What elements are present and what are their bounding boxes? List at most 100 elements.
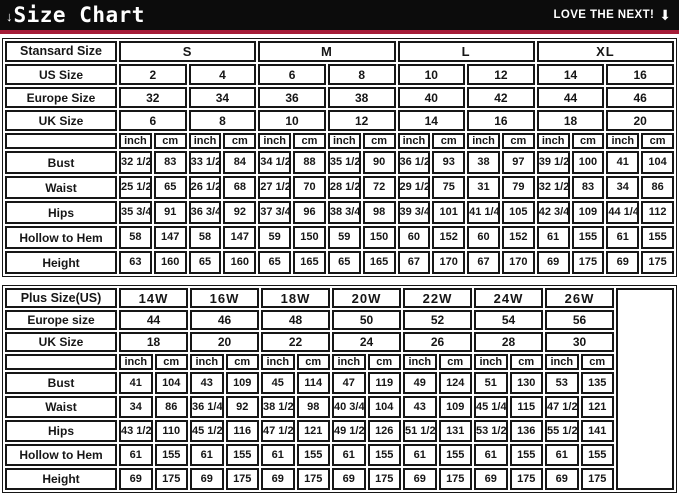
- measure-value-cell: 175: [367, 468, 401, 490]
- measure-value-cell: 152: [432, 226, 466, 249]
- measure-value-cell: 115: [509, 396, 543, 418]
- measure-value-cell: 34: [606, 176, 640, 199]
- measure-value-cell: 109: [438, 396, 472, 418]
- group-header: 20W: [332, 288, 401, 308]
- measure-value-cell: 121: [296, 420, 330, 442]
- measure-value-cell: 61: [545, 444, 579, 466]
- size-value-cell: 46: [606, 87, 674, 108]
- measure-value-cell: 42 3/4: [536, 201, 570, 224]
- unit-label: inch: [258, 133, 292, 149]
- size-value-cell: 6: [119, 110, 187, 131]
- row-label: Europe Size: [5, 87, 117, 108]
- measure-value-cell: 84: [223, 151, 257, 174]
- size-value-cell: 54: [474, 310, 543, 330]
- size-value-cell: 8: [327, 64, 396, 85]
- measure-value-cell: 69: [403, 468, 437, 490]
- measure-value-cell: 175: [154, 468, 188, 490]
- row-label: US Size: [5, 64, 117, 85]
- measure-value-cell: 131: [438, 420, 472, 442]
- measure-value-cell: 43 1/2: [119, 420, 153, 442]
- group-header: 18W: [261, 288, 330, 308]
- measure-value-cell: 65: [327, 251, 361, 274]
- measure-value-cell: 65: [258, 251, 292, 274]
- measure-value-cell: 68: [223, 176, 257, 199]
- measure-value-cell: 97: [501, 151, 535, 174]
- unit-label: inch: [403, 354, 437, 370]
- measure-value-cell: 136: [509, 420, 543, 442]
- measure-value-cell: 110: [154, 420, 188, 442]
- size-value-cell: 20: [606, 110, 674, 131]
- size-value-cell: 50: [332, 310, 401, 330]
- measure-value-cell: 61: [536, 226, 570, 249]
- size-value-cell: 6: [258, 64, 326, 85]
- unit-label: inch: [474, 354, 508, 370]
- row-label: Hollow to Hem: [5, 226, 117, 249]
- measure-value-cell: 160: [153, 251, 187, 274]
- standard-size-table: Stansard Size S M L XL US Size 2 4 6 8 10 12 14 16 Eur…: [2, 38, 677, 277]
- group-header: 26W: [545, 288, 614, 308]
- measure-value-cell: 83: [571, 176, 605, 199]
- title-wrap: ↓ Size Chart: [6, 3, 145, 27]
- unit-label: inch: [606, 133, 640, 149]
- size-value-cell: 42: [467, 87, 535, 108]
- measure-value-cell: 155: [509, 444, 543, 466]
- measure-value-cell: 59: [258, 226, 292, 249]
- size-value-cell: 14: [536, 64, 605, 85]
- measure-value-cell: 98: [362, 201, 396, 224]
- measure-value-cell: 175: [225, 468, 259, 490]
- size-value-cell: 48: [261, 310, 330, 330]
- unit-label: cm: [501, 133, 535, 149]
- measure-value-cell: 39 1/2: [536, 151, 570, 174]
- accent-divider: [0, 30, 679, 34]
- measure-value-cell: 104: [367, 396, 401, 418]
- measure-value-cell: 47 1/2: [261, 420, 295, 442]
- measure-value-cell: 61: [332, 444, 366, 466]
- measure-value-cell: 41: [119, 372, 153, 394]
- unit-label: cm: [154, 354, 188, 370]
- measure-value-cell: 36 3/4: [188, 201, 222, 224]
- measure-value-cell: 109: [571, 201, 605, 224]
- group-header: 16W: [190, 288, 259, 308]
- size-value-cell: 46: [190, 310, 259, 330]
- measure-value-cell: 37 3/4: [258, 201, 292, 224]
- measure-value-cell: 59: [327, 226, 361, 249]
- measure-value-cell: 124: [438, 372, 472, 394]
- measure-value-cell: 61: [119, 444, 153, 466]
- row-label: Height: [5, 468, 117, 490]
- unit-label: inch: [188, 133, 222, 149]
- measure-value-cell: 45 1/2: [190, 420, 224, 442]
- row-label: Height: [5, 251, 117, 274]
- row-label: UK Size: [5, 332, 117, 352]
- unit-label: inch: [261, 354, 295, 370]
- row-label-empty: [5, 133, 117, 149]
- group-header: 14W: [119, 288, 188, 308]
- size-value-cell: 32: [119, 87, 187, 108]
- measure-value-cell: 116: [225, 420, 259, 442]
- size-value-cell: 4: [188, 64, 257, 85]
- size-value-cell: 34: [188, 87, 257, 108]
- measure-value-cell: 61: [474, 444, 508, 466]
- measure-value-cell: 58: [188, 226, 222, 249]
- measure-value-cell: 40 3/4: [332, 396, 366, 418]
- measure-value-cell: 90: [362, 151, 396, 174]
- measure-value-cell: 96: [293, 201, 326, 224]
- measure-value-cell: 112: [641, 201, 674, 224]
- measure-value-cell: 65: [153, 176, 187, 199]
- row-label: Bust: [5, 372, 117, 394]
- measure-value-cell: 69: [474, 468, 508, 490]
- size-value-cell: 56: [545, 310, 614, 330]
- measure-value-cell: 32 1/2: [536, 176, 570, 199]
- unit-label: inch: [327, 133, 361, 149]
- unit-label: cm: [223, 133, 257, 149]
- measure-value-cell: 155: [154, 444, 188, 466]
- measure-value-cell: 35 3/4: [119, 201, 152, 224]
- size-value-cell: 12: [467, 64, 535, 85]
- measure-value-cell: 101: [432, 201, 466, 224]
- measure-value-cell: 170: [501, 251, 535, 274]
- measure-value-cell: 141: [580, 420, 614, 442]
- size-value-cell: 20: [190, 332, 259, 352]
- measure-value-cell: 51: [474, 372, 508, 394]
- measure-value-cell: 39 3/4: [397, 201, 431, 224]
- measure-value-cell: 33 1/2: [188, 151, 222, 174]
- size-value-cell: 44: [119, 310, 188, 330]
